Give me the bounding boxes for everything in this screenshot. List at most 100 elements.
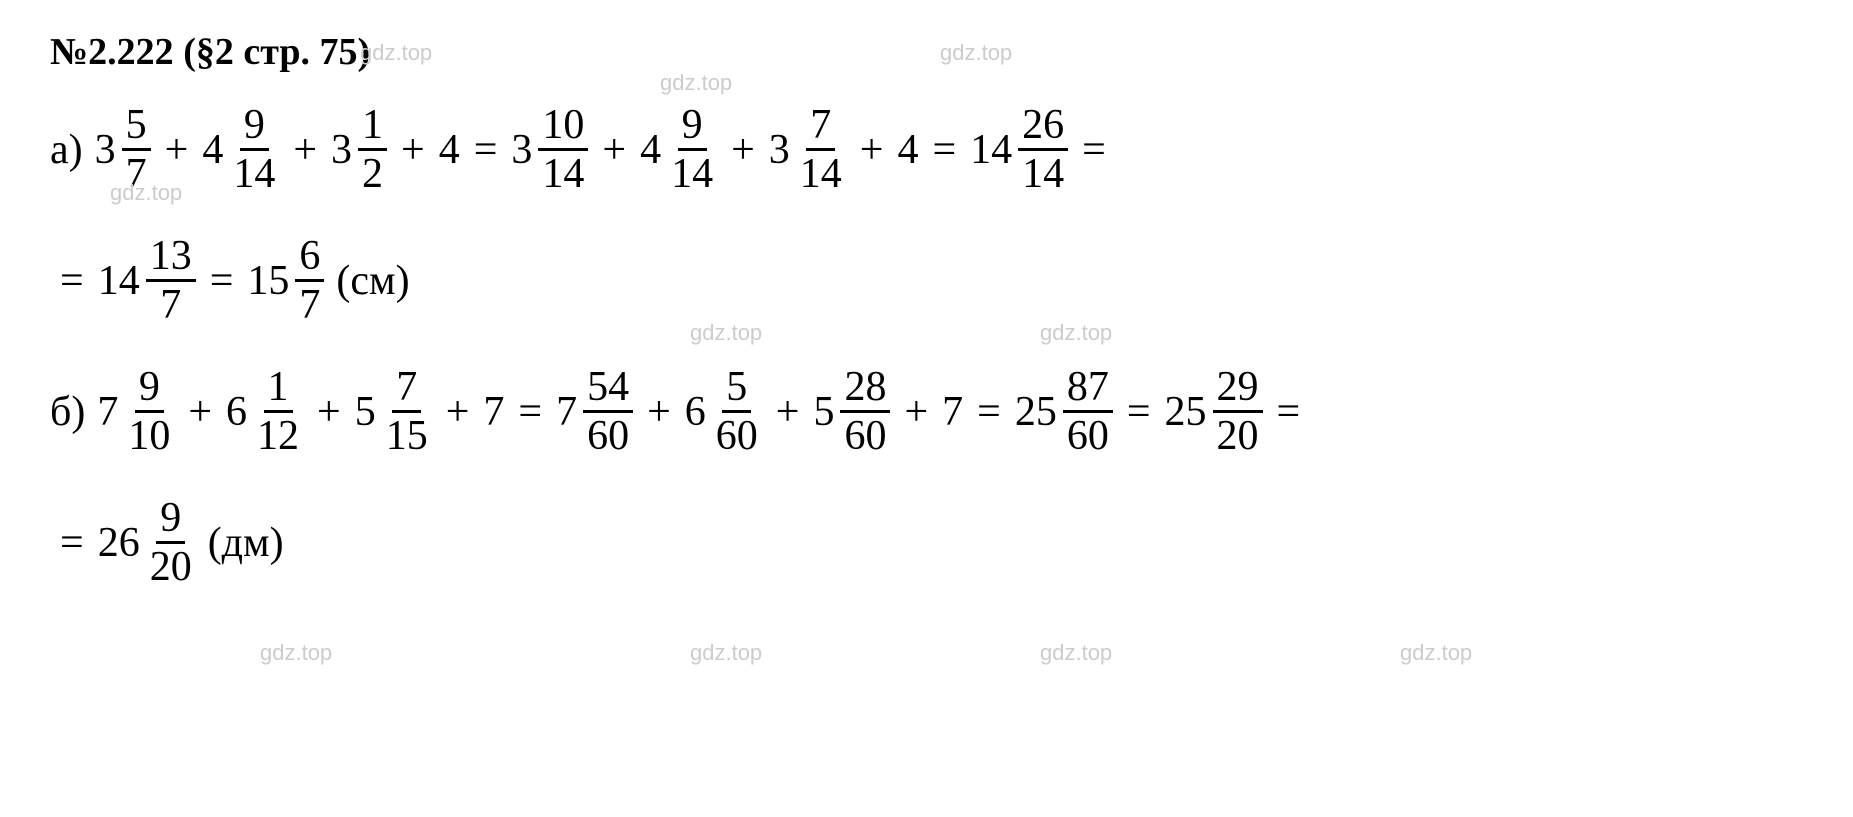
whole-part: 15 [247, 257, 289, 305]
equals-prefix: = [60, 257, 84, 305]
fraction: 5460 [583, 366, 633, 457]
whole-part: 26 [98, 519, 140, 567]
numerator: 6 [295, 235, 324, 282]
whole-part: 25 [1015, 388, 1057, 436]
whole-part: 4 [202, 126, 223, 174]
whole-part: 3 [769, 126, 790, 174]
operator: = [1277, 388, 1301, 436]
whole-number: 4 [439, 126, 460, 174]
mixed-number: 252920 [1165, 366, 1263, 457]
fraction: 12 [358, 104, 387, 195]
denominator: 7 [295, 282, 324, 326]
watermark: gdz.top [1040, 320, 1112, 346]
numerator: 26 [1018, 104, 1068, 151]
operator: + [602, 126, 626, 174]
denominator: 10 [124, 413, 174, 457]
operator: + [731, 126, 755, 174]
watermark: gdz.top [1400, 640, 1472, 666]
operator: = [210, 257, 234, 305]
operator: + [401, 126, 425, 174]
operator: = [1127, 388, 1151, 436]
watermark: gdz.top [660, 70, 732, 96]
section-ref: (§2 стр. 75) [183, 31, 370, 73]
whole-part: 3 [511, 126, 532, 174]
fraction: 8760 [1063, 366, 1113, 457]
fraction: 137 [146, 235, 196, 326]
mixed-number: 7910 [97, 366, 174, 457]
denominator: 20 [146, 544, 196, 588]
operator: = [977, 388, 1001, 436]
part-a-label: а) [50, 126, 83, 174]
part-b-line2-terms: 26920 [94, 497, 200, 588]
fraction: 914 [667, 104, 717, 195]
watermark: gdz.top [690, 320, 762, 346]
denominator: 7 [156, 282, 185, 326]
operator: + [860, 126, 884, 174]
problem-header: №2.222 (§2 стр. 75) [50, 30, 1803, 74]
numerator: 29 [1213, 366, 1263, 413]
denominator: 14 [796, 151, 846, 195]
mixed-number: 5715 [355, 366, 432, 457]
numerator: 7 [806, 104, 835, 151]
numerator: 10 [538, 104, 588, 151]
whole-number: 7 [483, 388, 504, 436]
numerator: 28 [840, 366, 890, 413]
numerator: 9 [240, 104, 269, 151]
denominator: 14 [667, 151, 717, 195]
fraction: 920 [146, 497, 196, 588]
fraction: 914 [229, 104, 279, 195]
mixed-number: 1567 [247, 235, 324, 326]
mixed-number: 4914 [202, 104, 279, 195]
numerator: 87 [1063, 366, 1113, 413]
operator: + [188, 388, 212, 436]
numerator: 5 [722, 366, 751, 413]
mixed-number: 31014 [511, 104, 588, 195]
fraction: 67 [295, 235, 324, 326]
numerator: 5 [122, 104, 151, 151]
fraction: 2920 [1213, 366, 1263, 457]
denominator: 60 [1063, 413, 1113, 457]
operator: + [446, 388, 470, 436]
mixed-number: 6112 [226, 366, 303, 457]
denominator: 14 [1018, 151, 1068, 195]
fraction: 715 [382, 366, 432, 457]
numerator: 7 [392, 366, 421, 413]
part-b-line2: = 26920 (дм) [50, 497, 1803, 588]
mixed-number: 6560 [685, 366, 762, 457]
whole-part: 4 [640, 126, 661, 174]
fraction: 910 [124, 366, 174, 457]
numerator: 9 [678, 104, 707, 151]
mixed-number: 52860 [813, 366, 890, 457]
fraction: 112 [253, 366, 303, 457]
part-a-line1-terms: 357+4914+312+4=31014+4914+3714+4=142614= [91, 104, 1116, 195]
operator: + [904, 388, 928, 436]
numerator: 1 [264, 366, 293, 413]
operator: + [776, 388, 800, 436]
mixed-number: 312 [331, 104, 387, 195]
operator: + [317, 388, 341, 436]
mixed-number: 142614 [970, 104, 1068, 195]
numerator: 9 [156, 497, 185, 544]
part-b-unit: (дм) [208, 519, 284, 567]
operator: = [1082, 126, 1106, 174]
mixed-number: 4914 [640, 104, 717, 195]
operator: = [474, 126, 498, 174]
whole-part: 6 [226, 388, 247, 436]
whole-number: 7 [942, 388, 963, 436]
watermark: gdz.top [1040, 640, 1112, 666]
part-b-line1: б) 7910+6112+5715+7=75460+6560+52860+7=2… [50, 366, 1803, 457]
denominator: 60 [583, 413, 633, 457]
denominator: 12 [253, 413, 303, 457]
fraction: 2860 [840, 366, 890, 457]
whole-part: 5 [813, 388, 834, 436]
denominator: 60 [712, 413, 762, 457]
numerator: 54 [583, 366, 633, 413]
mixed-number: 75460 [556, 366, 633, 457]
fraction: 2614 [1018, 104, 1068, 195]
whole-part: 7 [97, 388, 118, 436]
denominator: 20 [1213, 413, 1263, 457]
watermark: gdz.top [690, 640, 762, 666]
operator: + [647, 388, 671, 436]
whole-part: 6 [685, 388, 706, 436]
mixed-number: 14137 [98, 235, 196, 326]
